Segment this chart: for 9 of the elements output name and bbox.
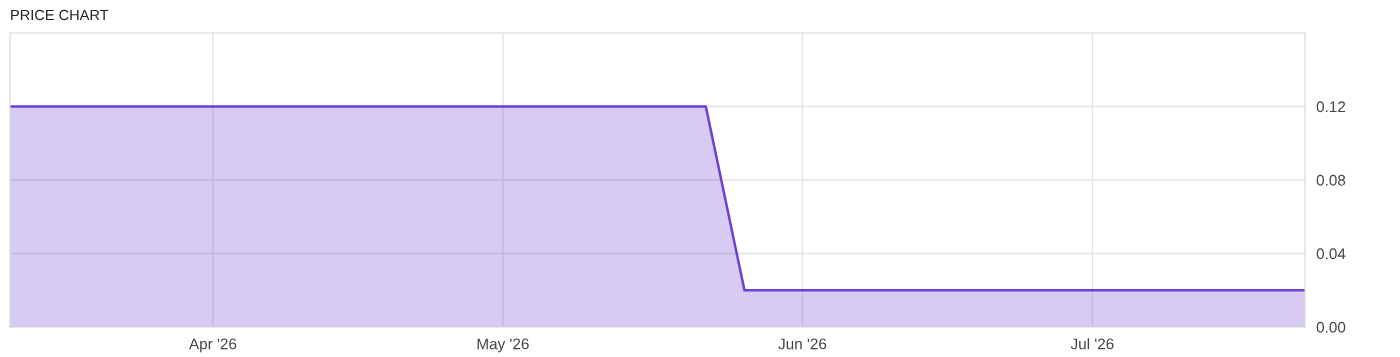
y-tick-label: 0.04	[1316, 248, 1346, 260]
chart-title: PRICE CHART	[11, 9, 109, 21]
y-tick-label: 0.12	[1316, 101, 1346, 113]
x-tick-label: Apr '26	[189, 338, 237, 353]
y-tick-label: 0.08	[1316, 174, 1346, 186]
y-tick-label: 0.00	[1316, 321, 1346, 333]
x-tick-label: May '26	[477, 338, 529, 353]
x-tick-label: Jun '26	[778, 338, 827, 350]
x-tick-label: Jul '26	[1070, 338, 1114, 350]
